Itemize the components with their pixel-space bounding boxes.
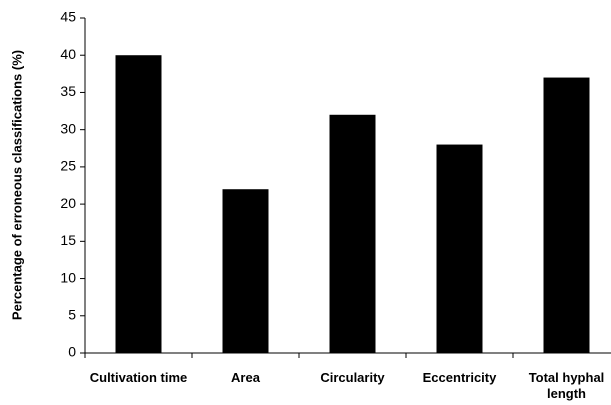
x-tick-label: Circularity bbox=[320, 370, 385, 385]
y-tick-label: 5 bbox=[68, 306, 76, 322]
x-label-box: Total hyphal length bbox=[528, 370, 605, 401]
x-label-box: Cultivation time bbox=[89, 370, 188, 385]
x-tick-label: Cultivation time bbox=[89, 370, 188, 385]
bar bbox=[329, 114, 376, 354]
bar bbox=[222, 189, 269, 353]
y-tick-label: 30 bbox=[60, 120, 76, 136]
x-label-box: Eccentricity bbox=[422, 370, 497, 385]
bar bbox=[115, 55, 162, 353]
x-label-box: Circularity bbox=[320, 370, 385, 385]
y-tick-label: 15 bbox=[60, 232, 76, 248]
x-tick-label: Area bbox=[231, 370, 260, 385]
x-tick-label: Eccentricity bbox=[422, 370, 497, 385]
y-tick-label: 35 bbox=[60, 83, 76, 99]
x-tick-label: Total hyphal length bbox=[528, 370, 605, 401]
x-label-box: Area bbox=[231, 370, 260, 385]
y-tick-label: 0 bbox=[68, 344, 76, 360]
y-tick-label: 25 bbox=[60, 158, 76, 174]
y-axis-label: Percentage of erroneous classifications … bbox=[9, 50, 24, 320]
y-tick-label: 40 bbox=[60, 46, 76, 62]
bar bbox=[543, 77, 590, 354]
bar bbox=[436, 144, 483, 353]
y-tick-label: 20 bbox=[60, 195, 76, 211]
y-tick-label: 45 bbox=[60, 9, 76, 25]
y-tick-label: 10 bbox=[60, 269, 76, 285]
